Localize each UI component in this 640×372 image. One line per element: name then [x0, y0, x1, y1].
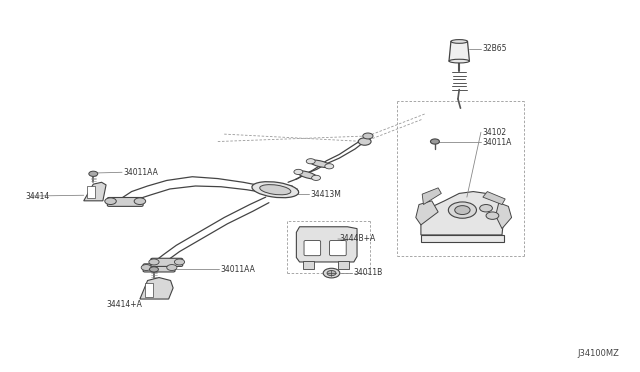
Text: 34102: 34102	[482, 128, 506, 137]
Bar	[87, 186, 95, 198]
Ellipse shape	[297, 171, 317, 179]
Polygon shape	[416, 201, 438, 225]
FancyBboxPatch shape	[330, 240, 346, 256]
Circle shape	[89, 171, 98, 176]
Text: 34414: 34414	[25, 192, 49, 201]
Bar	[421, 235, 504, 242]
Circle shape	[455, 206, 470, 215]
Bar	[338, 261, 349, 269]
Circle shape	[323, 268, 340, 278]
FancyBboxPatch shape	[108, 198, 143, 206]
Text: 34414+A: 34414+A	[106, 300, 142, 309]
Text: 34413M: 34413M	[310, 190, 341, 199]
Circle shape	[141, 264, 152, 270]
Circle shape	[149, 259, 159, 265]
Text: J34100MZ: J34100MZ	[577, 349, 619, 358]
Circle shape	[307, 159, 316, 164]
Ellipse shape	[252, 182, 299, 198]
Ellipse shape	[449, 59, 469, 63]
FancyBboxPatch shape	[304, 240, 321, 256]
Polygon shape	[421, 192, 504, 235]
Polygon shape	[483, 192, 505, 205]
Text: 3444B+A: 3444B+A	[339, 234, 376, 244]
Polygon shape	[449, 41, 469, 61]
Circle shape	[167, 264, 177, 270]
Circle shape	[150, 267, 159, 272]
Ellipse shape	[451, 39, 467, 43]
Polygon shape	[84, 182, 106, 201]
Polygon shape	[140, 278, 173, 299]
Circle shape	[358, 138, 371, 145]
Polygon shape	[296, 227, 357, 262]
Text: 34011AA: 34011AA	[124, 168, 158, 177]
Circle shape	[134, 198, 146, 205]
Polygon shape	[495, 203, 511, 229]
Circle shape	[174, 259, 184, 265]
Circle shape	[327, 270, 336, 276]
Circle shape	[363, 133, 373, 139]
Circle shape	[479, 205, 492, 212]
Text: 34011B: 34011B	[353, 268, 383, 277]
Ellipse shape	[260, 185, 291, 195]
FancyBboxPatch shape	[143, 264, 175, 272]
Bar	[145, 283, 153, 297]
Circle shape	[105, 198, 116, 205]
FancyBboxPatch shape	[151, 258, 182, 266]
Circle shape	[486, 212, 499, 219]
Text: 34011A: 34011A	[482, 138, 511, 147]
Text: 34011AA: 34011AA	[220, 265, 255, 274]
Bar	[303, 261, 314, 269]
Ellipse shape	[310, 160, 330, 167]
Polygon shape	[422, 188, 442, 205]
Text: 32B65: 32B65	[482, 44, 507, 53]
Circle shape	[431, 139, 440, 144]
Circle shape	[312, 175, 321, 180]
Circle shape	[449, 202, 476, 218]
Circle shape	[294, 169, 303, 174]
Circle shape	[324, 164, 333, 169]
